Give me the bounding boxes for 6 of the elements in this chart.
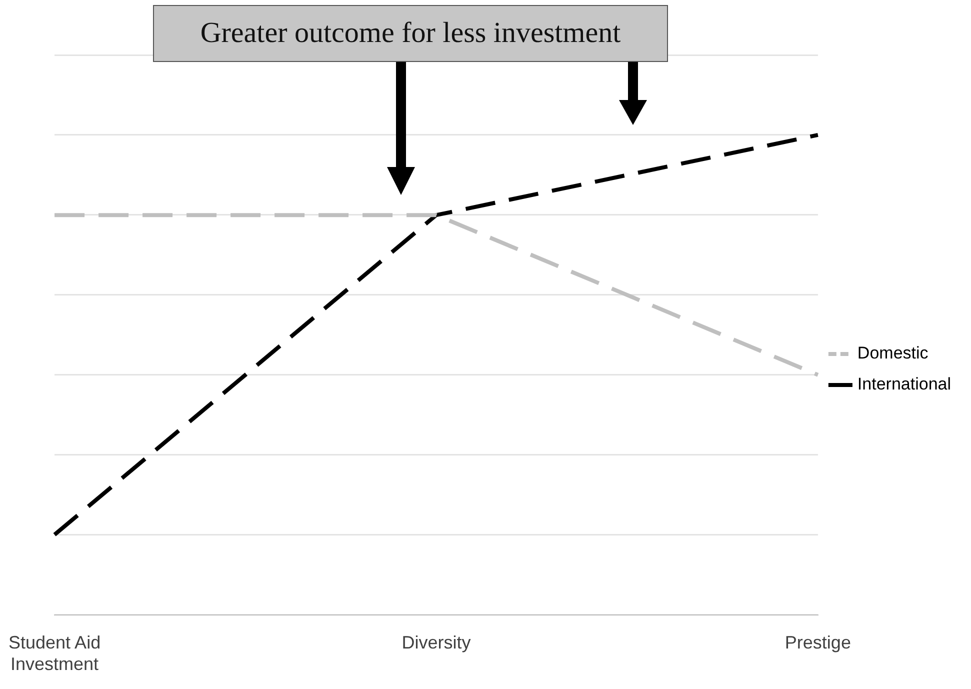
text: Greater outcome for less investment xyxy=(153,5,668,62)
legend-label: International xyxy=(857,374,952,394)
legend-label: Domestic xyxy=(857,344,929,363)
x-tick-label: Diversity xyxy=(402,632,471,653)
x-tick-label: Prestige xyxy=(784,632,851,653)
x-tick-label: Student Aid Investment xyxy=(8,632,101,674)
